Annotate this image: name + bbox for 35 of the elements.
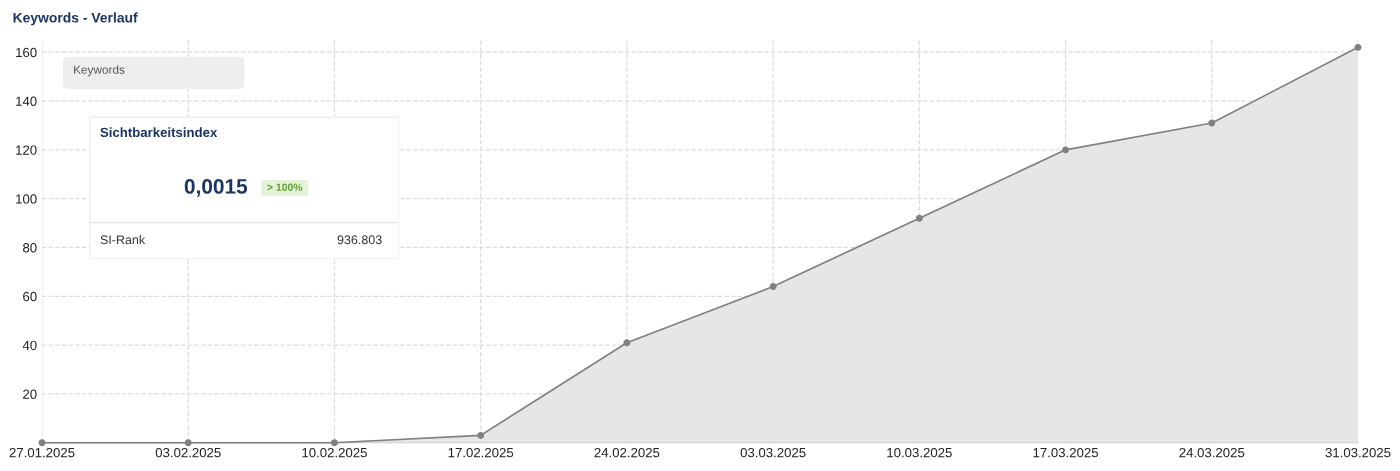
point	[1062, 146, 1070, 154]
y-tick-label: 20	[23, 389, 37, 399]
annotation: > 100%	[267, 183, 303, 191]
point	[915, 214, 923, 222]
x-tick-label: 03.03.2025	[740, 447, 806, 458]
y-tick-label: 40	[22, 340, 37, 351]
y-tick-label: 160	[16, 47, 37, 58]
x-tick-label: 24.03.2025	[1179, 447, 1245, 458]
point	[184, 439, 192, 447]
x-tick-label: 10.02.2025	[302, 447, 367, 458]
point	[1354, 43, 1362, 51]
annotation: Keywords	[74, 65, 125, 77]
point	[477, 431, 485, 439]
x-tick-label: 27.01.2025	[9, 447, 75, 458]
point	[1208, 119, 1216, 127]
x-tick-label: 10.03.2025	[887, 447, 952, 458]
x-tick-label: 31.03.2025	[1325, 447, 1391, 458]
annotation: 936.803	[337, 235, 382, 245]
y-tick-label: 60	[23, 291, 37, 302]
point	[330, 439, 338, 447]
annotation: Sichtbarkeitsindex	[100, 127, 218, 138]
x-tick-label: 03.02.2025	[155, 447, 221, 458]
x-tick-label: 24.02.2025	[594, 447, 660, 458]
y-tick-label: 120	[16, 145, 37, 155]
chart-title: Keywords - Verlauf	[13, 12, 138, 26]
y-tick-label: 80	[23, 243, 37, 253]
annotation: 0,0015	[184, 179, 248, 197]
x-tick-label: 17.02.2025	[448, 447, 514, 458]
point	[623, 339, 631, 347]
point	[38, 439, 46, 447]
annotation: SI-Rank	[100, 235, 146, 245]
x-tick-label: 17.03.2025	[1033, 447, 1099, 458]
y-tick-label: 100	[16, 194, 37, 204]
point	[769, 283, 777, 291]
y-tick-label: 140	[16, 96, 37, 106]
